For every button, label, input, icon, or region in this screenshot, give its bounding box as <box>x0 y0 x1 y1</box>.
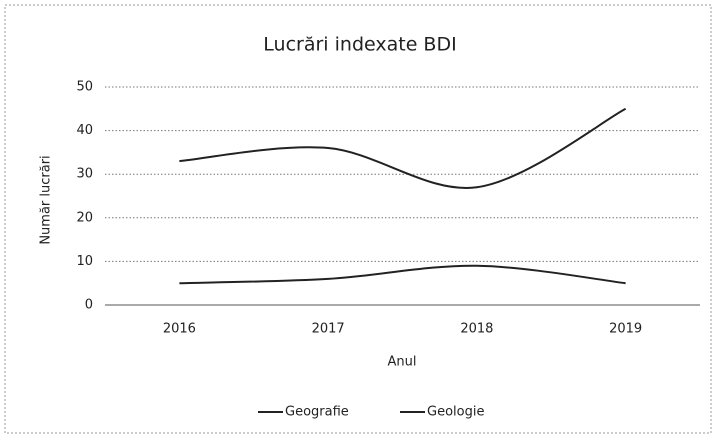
x-tick-label: 2019 <box>609 322 642 337</box>
x-axis-label: Anul <box>388 355 417 370</box>
legend-label: Geologie <box>427 405 484 420</box>
y-axis-label: Număr lucrări <box>39 155 54 244</box>
chart-frame <box>4 4 712 434</box>
y-tick-label: 50 <box>76 80 93 95</box>
series-line <box>179 107 627 189</box>
x-tick-label: 2017 <box>312 322 345 337</box>
y-tick-label: 30 <box>76 167 93 182</box>
y-tick-label: 0 <box>85 298 93 313</box>
chart-title: Lucrări indexate BDI <box>263 34 456 56</box>
y-tick-label: 10 <box>76 254 93 269</box>
y-tick-label: 40 <box>76 123 93 138</box>
x-tick-label: 2016 <box>163 322 196 337</box>
legend-label: Geografie <box>285 405 349 420</box>
series-line <box>179 264 626 285</box>
x-tick-label: 2018 <box>460 322 493 337</box>
y-tick-label: 20 <box>76 210 93 225</box>
